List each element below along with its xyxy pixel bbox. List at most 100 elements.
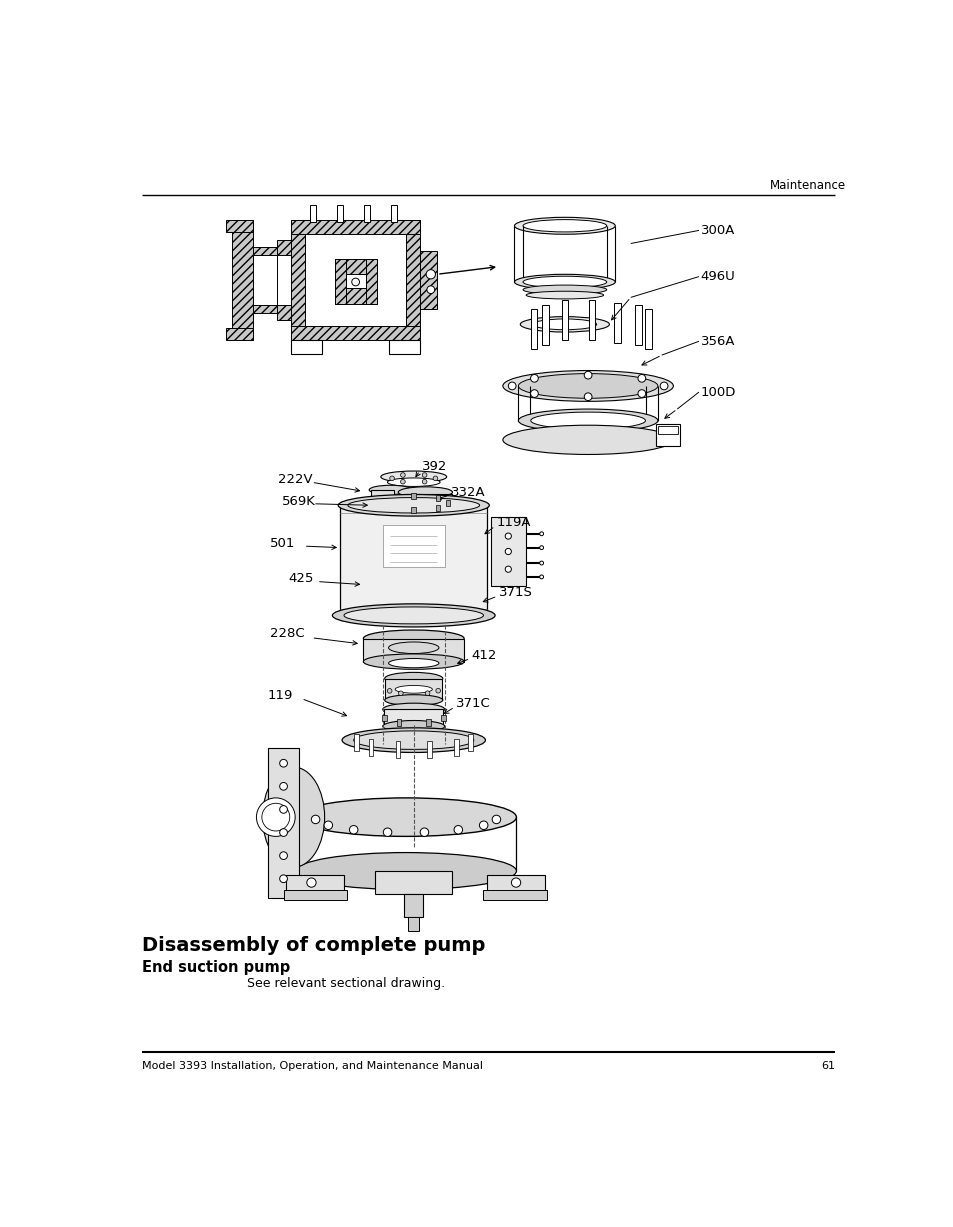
Bar xyxy=(440,715,445,721)
Ellipse shape xyxy=(395,686,432,693)
Ellipse shape xyxy=(384,672,442,685)
Circle shape xyxy=(479,821,487,829)
Circle shape xyxy=(511,879,520,887)
Bar xyxy=(395,741,400,758)
Text: 425: 425 xyxy=(288,572,314,585)
Bar xyxy=(645,309,651,348)
Bar xyxy=(375,871,452,894)
Bar xyxy=(355,734,358,751)
Bar xyxy=(436,494,439,501)
Ellipse shape xyxy=(354,731,474,750)
Text: 300A: 300A xyxy=(700,223,734,237)
Ellipse shape xyxy=(388,642,438,654)
Bar xyxy=(426,719,431,725)
Bar xyxy=(385,679,442,701)
Ellipse shape xyxy=(342,728,485,752)
Ellipse shape xyxy=(363,654,464,669)
Ellipse shape xyxy=(378,497,448,509)
Bar xyxy=(305,234,406,326)
Ellipse shape xyxy=(380,471,446,482)
Ellipse shape xyxy=(533,319,596,330)
Bar xyxy=(253,306,278,313)
Circle shape xyxy=(436,688,440,693)
Ellipse shape xyxy=(514,217,615,234)
Text: See relevant sectional drawing.: See relevant sectional drawing. xyxy=(247,977,445,990)
Text: 356A: 356A xyxy=(700,335,734,347)
Text: 119A: 119A xyxy=(497,517,531,530)
Bar xyxy=(656,425,679,445)
Bar xyxy=(487,875,545,894)
Ellipse shape xyxy=(295,798,516,837)
Ellipse shape xyxy=(382,703,444,715)
Bar xyxy=(276,306,292,320)
Bar xyxy=(408,918,418,931)
Bar xyxy=(411,507,416,513)
Circle shape xyxy=(638,390,645,398)
Text: 332A: 332A xyxy=(451,486,485,498)
Text: 222V: 222V xyxy=(278,474,313,486)
Bar xyxy=(588,299,595,340)
Circle shape xyxy=(505,533,511,539)
Bar xyxy=(291,326,419,340)
Bar xyxy=(276,239,292,255)
Circle shape xyxy=(422,480,427,483)
Bar xyxy=(336,205,343,222)
Bar xyxy=(404,894,422,918)
Bar xyxy=(427,741,432,758)
Text: Model 3393 Installation, Operation, and Maintenance Manual: Model 3393 Installation, Operation, and … xyxy=(142,1061,483,1071)
Circle shape xyxy=(659,382,667,390)
Ellipse shape xyxy=(517,373,658,399)
Bar xyxy=(310,205,315,222)
Bar xyxy=(335,259,346,303)
Bar xyxy=(291,221,419,234)
Circle shape xyxy=(530,374,537,382)
Bar xyxy=(391,205,397,222)
Bar xyxy=(291,340,322,353)
Bar xyxy=(226,328,253,340)
Circle shape xyxy=(349,826,357,834)
Circle shape xyxy=(583,393,592,400)
Ellipse shape xyxy=(522,285,606,294)
Text: 371S: 371S xyxy=(498,585,533,599)
Circle shape xyxy=(279,875,287,882)
Circle shape xyxy=(426,270,435,279)
Circle shape xyxy=(530,390,537,398)
Ellipse shape xyxy=(525,291,603,299)
Circle shape xyxy=(261,804,290,831)
Bar xyxy=(454,739,458,756)
Bar xyxy=(614,303,620,342)
Circle shape xyxy=(279,806,287,814)
Ellipse shape xyxy=(295,853,516,890)
Bar xyxy=(542,306,548,345)
Ellipse shape xyxy=(387,479,439,486)
Bar xyxy=(530,309,537,348)
Circle shape xyxy=(307,879,315,887)
Bar xyxy=(369,739,373,756)
Circle shape xyxy=(256,798,294,837)
Bar xyxy=(384,709,443,726)
Text: Maintenance: Maintenance xyxy=(769,179,845,193)
Circle shape xyxy=(387,688,392,693)
Circle shape xyxy=(279,828,287,837)
Text: 61: 61 xyxy=(821,1061,835,1071)
Circle shape xyxy=(311,815,319,823)
Bar xyxy=(335,259,377,275)
Ellipse shape xyxy=(388,659,438,667)
Circle shape xyxy=(427,286,435,293)
Text: 119: 119 xyxy=(268,690,294,702)
Circle shape xyxy=(390,476,394,481)
Ellipse shape xyxy=(517,409,658,432)
Ellipse shape xyxy=(514,275,615,290)
Text: 501: 501 xyxy=(270,537,295,550)
Circle shape xyxy=(433,476,437,481)
Text: 371C: 371C xyxy=(456,697,491,709)
Bar xyxy=(483,891,546,899)
Bar xyxy=(445,499,450,506)
Bar xyxy=(411,493,416,499)
Bar xyxy=(635,306,641,345)
Ellipse shape xyxy=(522,276,606,288)
Circle shape xyxy=(539,575,543,579)
Bar xyxy=(382,524,444,567)
Bar xyxy=(346,275,365,288)
Bar xyxy=(389,340,419,353)
